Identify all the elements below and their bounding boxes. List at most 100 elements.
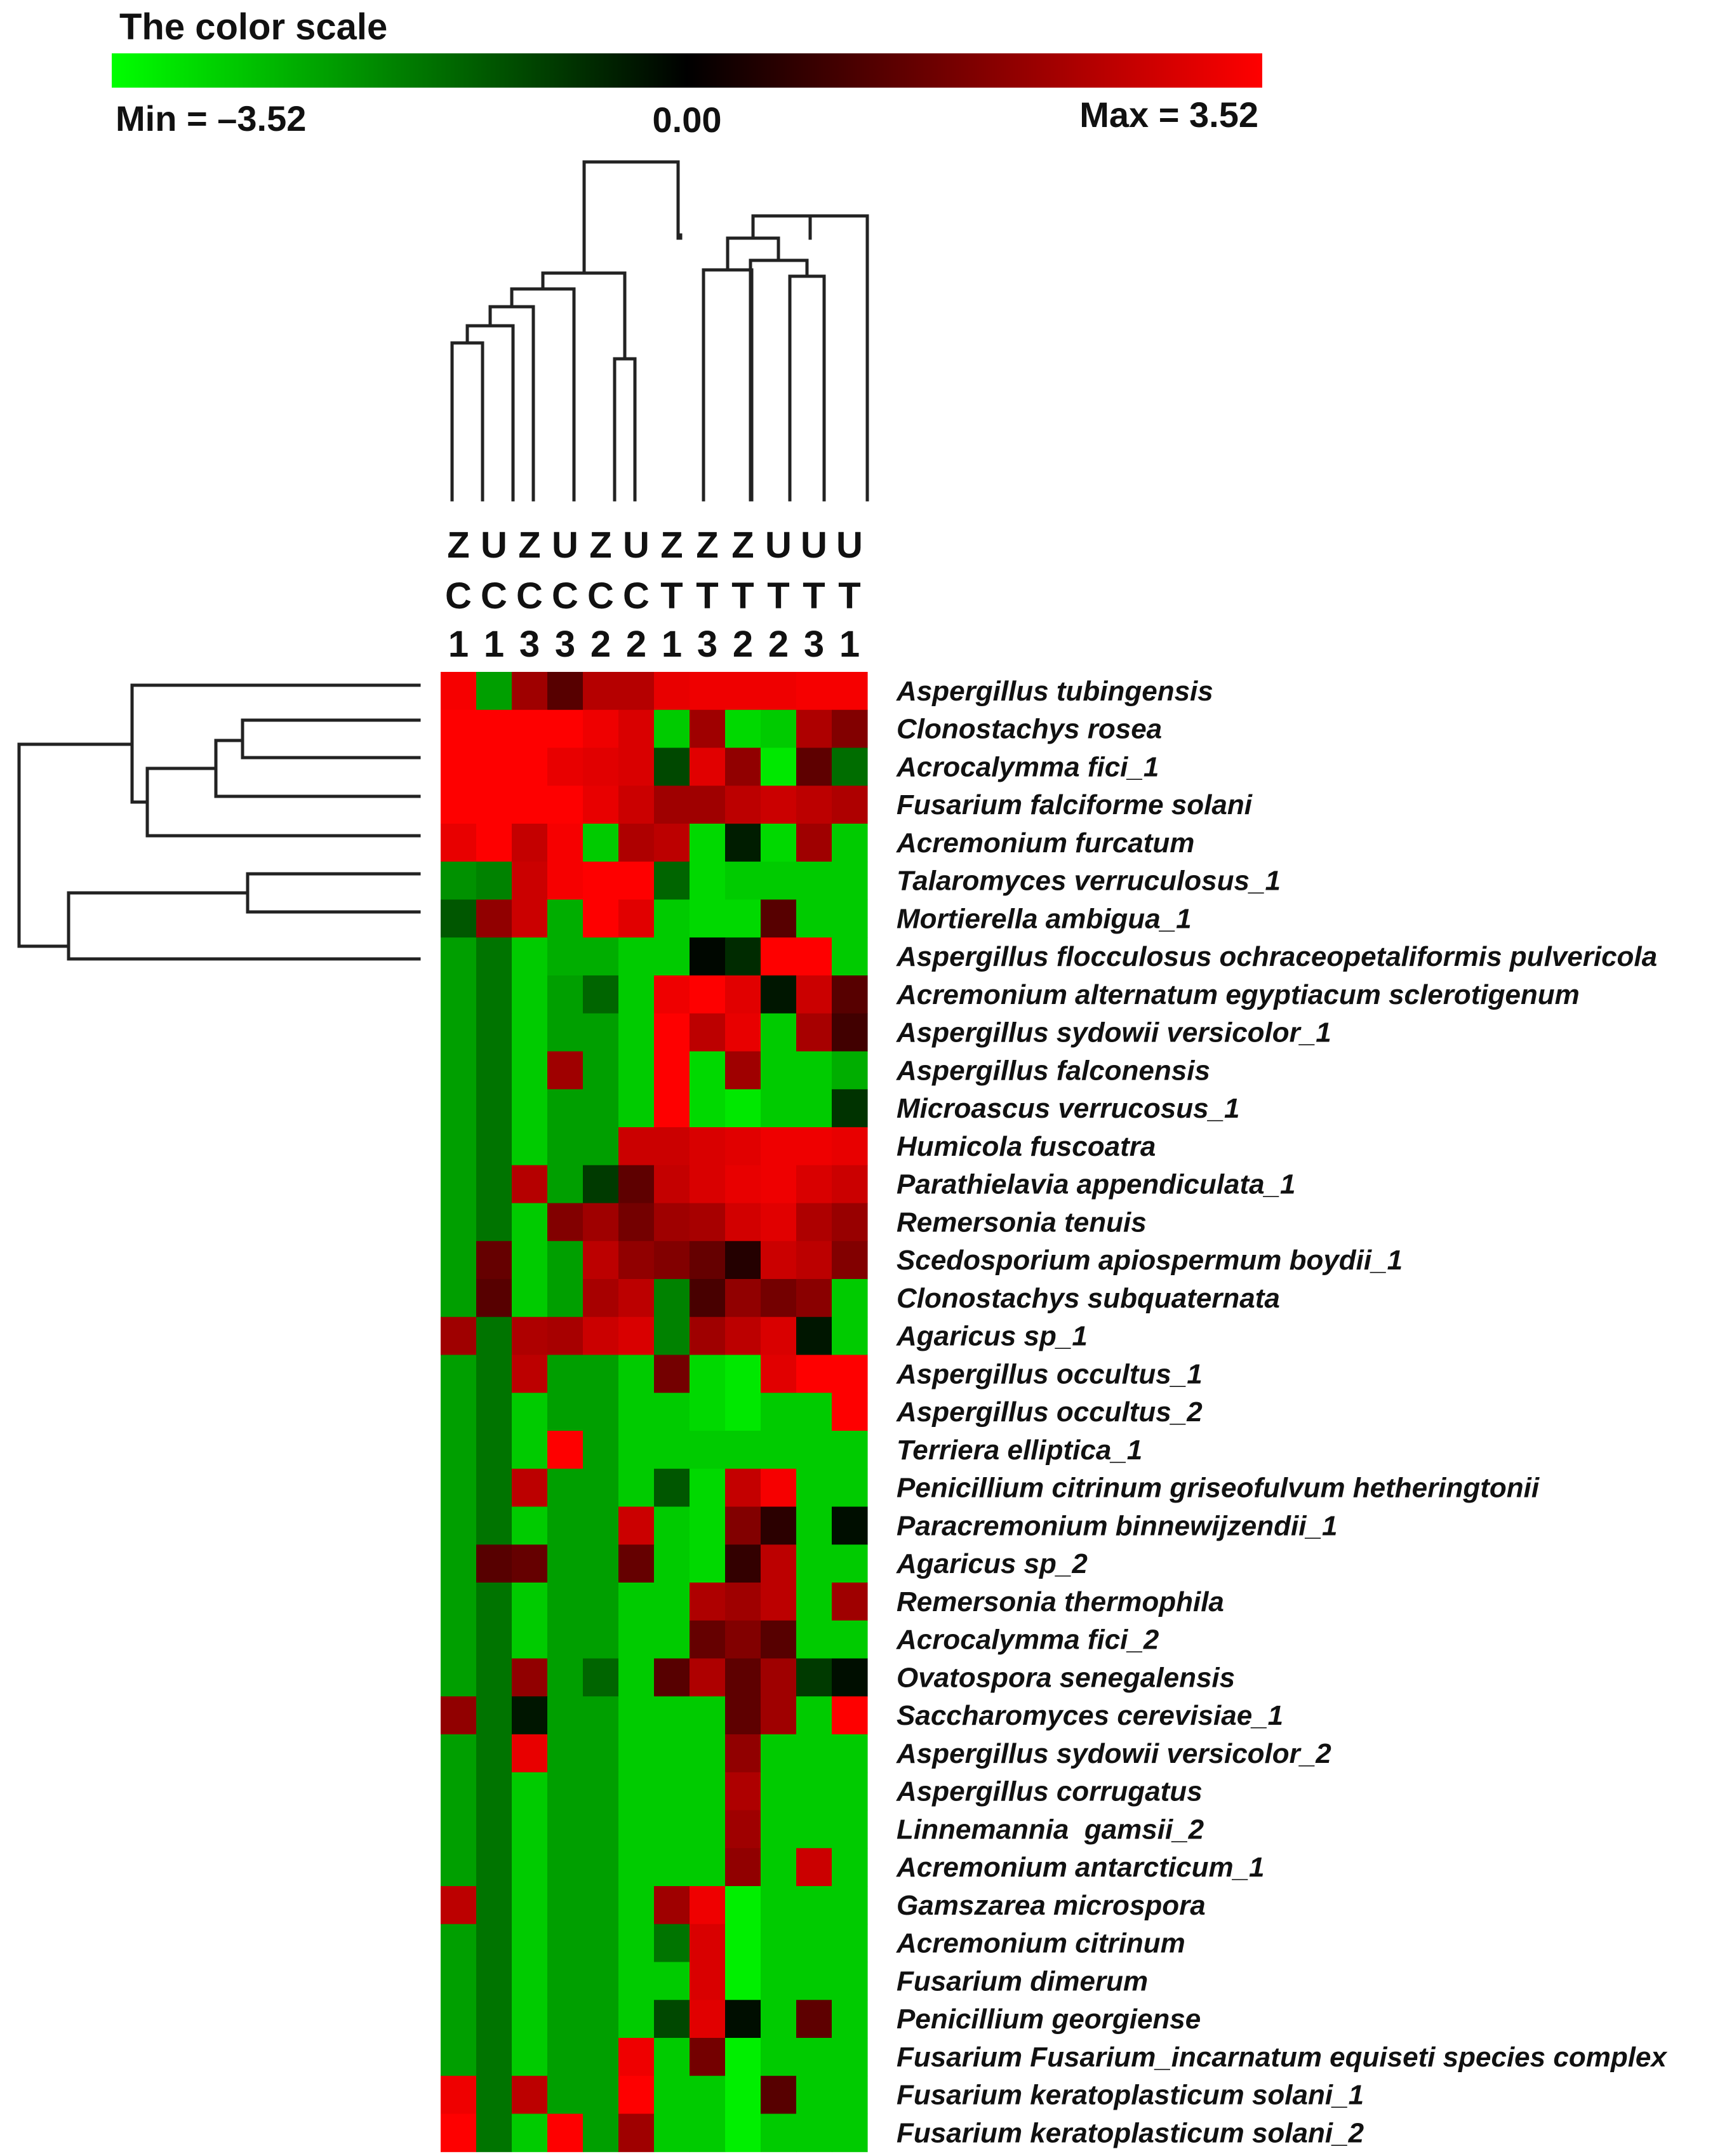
heatmap-cell (832, 861, 868, 901)
heatmap-cell (654, 1696, 690, 1735)
heatmap-cell (690, 1127, 726, 1166)
heatmap-cell (690, 975, 726, 1014)
heatmap-cell (583, 1506, 619, 1545)
heatmap-cell (547, 1316, 583, 1356)
heatmap-cell (690, 1772, 726, 1811)
heatmap-cell (512, 1127, 548, 1166)
heatmap-cell (441, 1051, 477, 1090)
heatmap-cell (547, 1355, 583, 1393)
heatmap-cell (618, 1962, 655, 2000)
heatmap-cell (583, 1962, 619, 2000)
heatmap-cell (654, 1810, 690, 1849)
heatmap-cell (441, 937, 477, 976)
heatmap-cell (654, 1468, 690, 1508)
heatmap-cell (832, 1468, 868, 1508)
column-label: C (587, 575, 614, 617)
row-label: Terriera elliptica_1 (897, 1435, 1142, 1466)
heatmap-cell (761, 1886, 797, 1925)
heatmap-cell (796, 937, 832, 976)
heatmap-cell (654, 1203, 690, 1242)
heatmap-cell (654, 899, 690, 938)
column-label: Z (660, 525, 683, 566)
heatmap-cell (512, 2075, 548, 2115)
heatmap-cell (547, 1089, 583, 1128)
heatmap-cell (690, 861, 726, 901)
heatmap-cell (512, 1924, 548, 1963)
heatmap-cell (618, 1355, 655, 1393)
heatmap-cell (725, 1734, 761, 1773)
heatmap-cell (690, 1962, 726, 2000)
heatmap-cell (832, 1734, 868, 1773)
heatmap-cell (583, 1279, 619, 1318)
column-label: U (481, 525, 507, 566)
heatmap-cell (618, 1431, 655, 1470)
heatmap-cell (725, 824, 761, 862)
heatmap-cell (583, 1203, 619, 1242)
heatmap-cell (547, 2075, 583, 2115)
row-label: Aspergillus sydowii versicolor_1 (896, 1017, 1331, 1048)
heatmap-cell (761, 1355, 797, 1393)
heatmap-cell (796, 1393, 832, 1431)
heatmap-cell (512, 1848, 548, 1887)
row-label: Acrocalymma fici_1 (896, 751, 1159, 782)
heatmap-cell (832, 1089, 868, 1128)
heatmap-cell (618, 747, 655, 786)
heatmap-cell (583, 899, 619, 938)
heatmap-cell (761, 1013, 797, 1052)
row-label: Talaromyces verruculosus_1 (897, 866, 1281, 897)
heatmap-cell (512, 1734, 548, 1773)
heatmap-cell (725, 1127, 761, 1166)
heatmap-cell (761, 1203, 797, 1242)
heatmap-cell (583, 1886, 619, 1925)
heatmap-cell (725, 1241, 761, 1280)
row-label: Remersonia tenuis (897, 1207, 1147, 1238)
column-dendrogram (450, 160, 869, 502)
heatmap-cell (618, 975, 655, 1014)
heatmap-cell (441, 1241, 477, 1280)
heatmap-cell (512, 1772, 548, 1811)
heatmap-cell (512, 824, 548, 862)
heatmap-cell (690, 1620, 726, 1659)
heatmap-cell (441, 672, 477, 711)
heatmap-cell (547, 1203, 583, 1242)
heatmap-cell (725, 1772, 761, 1811)
heatmap-cell (725, 1810, 761, 1849)
heatmap-cell (547, 1962, 583, 2000)
heatmap-cell (512, 1165, 548, 1204)
heatmap-cell (618, 1772, 655, 1811)
color-scale-title: The color scale (119, 6, 387, 48)
column-label: 1 (484, 624, 504, 665)
heatmap-cell (476, 1620, 512, 1659)
heatmap-cell (654, 1886, 690, 1925)
heatmap-cell (512, 1886, 548, 1925)
heatmap-cell (761, 975, 797, 1014)
column-label: U (552, 525, 578, 566)
heatmap-cell (512, 1583, 548, 1621)
heatmap-cell (441, 1279, 477, 1318)
heatmap-cell (583, 1089, 619, 1128)
heatmap-cell (796, 709, 832, 749)
row-label: Acrocalymma fici_2 (896, 1624, 1159, 1656)
heatmap-cell (512, 1355, 548, 1393)
heatmap-cell (618, 1696, 655, 1735)
heatmap-cell (441, 824, 477, 862)
heatmap-cell (476, 2000, 512, 2039)
heatmap-cell (690, 1506, 726, 1545)
heatmap-cell (796, 1620, 832, 1659)
heatmap-cell (832, 2038, 868, 2077)
heatmap-cell (618, 1203, 655, 1242)
column-label: T (803, 575, 825, 617)
heatmap-cell (476, 2038, 512, 2077)
heatmap-cell (725, 1165, 761, 1204)
heatmap-cell (583, 1658, 619, 1697)
heatmap-cell (547, 861, 583, 901)
heatmap-cell (547, 2038, 583, 2077)
heatmap-cell (690, 1431, 726, 1470)
heatmap-cell (690, 1241, 726, 1280)
heatmap-cell (547, 709, 583, 749)
row-labels: Aspergillus tubingensis Clonostachys rose… (896, 676, 1667, 2148)
heatmap-cell (618, 1241, 655, 1280)
heatmap-cell (476, 937, 512, 976)
heatmap-cell (583, 1772, 619, 1811)
heatmap-cell (654, 1658, 690, 1697)
